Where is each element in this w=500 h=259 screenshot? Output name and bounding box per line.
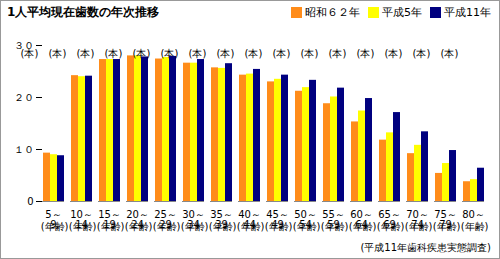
svg-text:(本): (本) [189,48,207,59]
svg-text:(本): (本) [441,48,459,59]
svg-text:(本): (本) [217,48,235,59]
svg-text:(本): (本) [245,48,263,59]
svg-text:(年齢): (年齢) [321,221,349,232]
svg-text:(年齢): (年齢) [433,221,461,232]
svg-text:0: 0 [27,196,33,207]
svg-text:(年齢): (年齢) [125,221,153,232]
svg-text:(本): (本) [21,48,39,59]
svg-text:(年齢): (年齢) [293,221,321,232]
svg-text:(本): (本) [357,48,375,59]
svg-text:(年齢): (年齢) [209,221,237,232]
svg-text:(年齢): (年齢) [69,221,97,232]
svg-text:(本): (本) [273,48,291,59]
svg-text:(年齢): (年齢) [41,221,69,232]
svg-text:(年齢): (年齢) [265,221,293,232]
svg-text:(年齢): (年齢) [377,221,405,232]
svg-text:80～: 80～ [462,209,485,220]
svg-text:(年齢): (年齢) [237,221,265,232]
svg-text:２０: ２０ [14,92,34,103]
svg-text:(本): (本) [49,48,67,59]
svg-text:(年齢): (年齢) [349,221,377,232]
svg-text:(年齢): (年齢) [181,221,209,232]
svg-text:(本): (本) [77,48,95,59]
svg-text:(本): (本) [329,48,347,59]
svg-text:(本): (本) [105,48,123,59]
svg-text:(本): (本) [301,48,319,59]
svg-text:(年齢): (年齢) [405,221,433,232]
svg-text:(年齢): (年齢) [153,221,181,232]
svg-text:(本): (本) [133,48,151,59]
svg-text:(本): (本) [413,48,431,59]
svg-text:(本): (本) [161,48,179,59]
svg-text:１０: １０ [14,144,34,155]
svg-text:(年齢): (年齢) [461,221,489,232]
svg-text:(年齢): (年齢) [97,221,125,232]
svg-text:(本): (本) [385,48,403,59]
